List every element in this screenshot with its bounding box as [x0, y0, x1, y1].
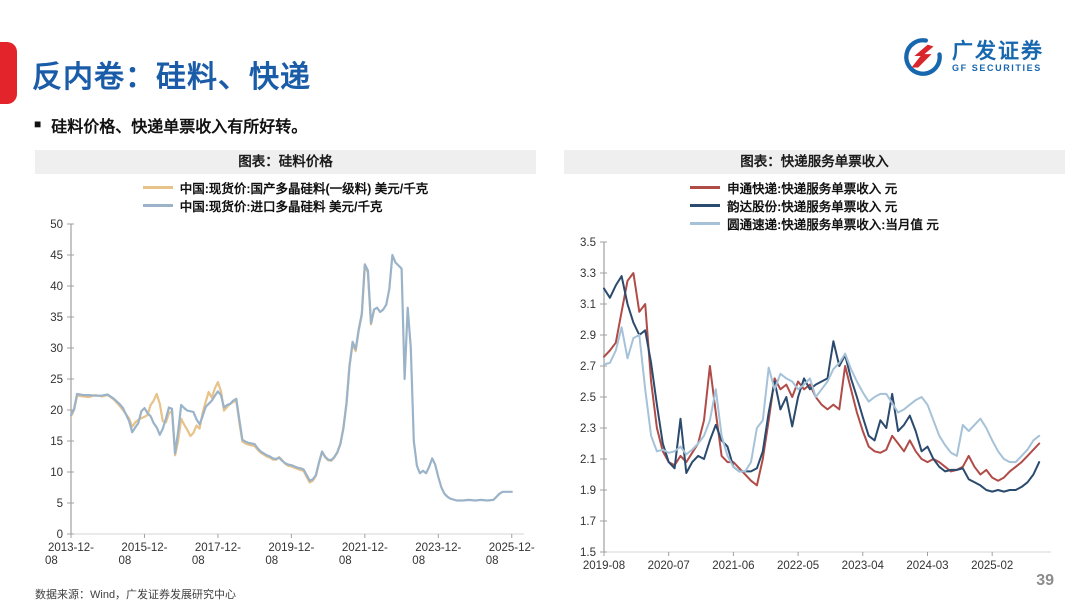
y-tick-label: 1.9 [580, 485, 596, 497]
legend-line-swatch [142, 185, 173, 189]
legend-label: 中国:现货价:国产多晶硅料(一级料) 美元/千克 [179, 181, 429, 196]
legend-item: 韵达股份:快递服务单票收入 元 [690, 196, 939, 214]
y-tick-label: 45 [50, 250, 63, 262]
data-source: 数据来源：Wind，广发证券发展研究中心 [35, 589, 237, 601]
y-tick-label: 15 [50, 436, 63, 448]
gf-securities-logo: 广发证券 GF SECURITIES [902, 36, 1044, 78]
x-tick-label: 2021-12- [342, 542, 388, 554]
legend-item: 圆通速递:快递服务单票收入:当月值 元 [690, 214, 939, 232]
chart-panel-silicon-price: 图表：硅料价格 中国:现货价:国产多晶硅料(一级料) 美元/千克 中国:现货价:进… [35, 150, 536, 586]
y-tick-label: 3.3 [580, 268, 596, 280]
y-tick-label: 2.5 [580, 392, 596, 404]
x-tick-label: 2013-12- [48, 542, 94, 554]
x-tick-label: 2015-12- [121, 542, 167, 554]
express-revenue-chart: 1.5 1.7 1.9 2.1 2.3 2.5 2.7 2.9 3.1 3.3 3.5 2019-08… [580, 237, 1051, 572]
bullet-text: 硅料价格、快递单票收入有所好转。 [51, 119, 308, 136]
x-tick-label: 2023-12- [415, 542, 461, 554]
chart-title-express-revenue: 图表：快递服务单票收入 [564, 150, 1065, 174]
x-tick-label: 08 [45, 555, 58, 567]
y-tick-label: 25 [50, 374, 63, 386]
legend-line-swatch [690, 185, 721, 189]
x-tick-label: 2020-07 [648, 560, 690, 572]
y-tick-label: 2.7 [580, 361, 596, 373]
charts-row: 图表：硅料价格 中国:现货价:国产多晶硅料(一级料) 美元/千克 中国:现货价:进… [35, 150, 1065, 586]
page-title: 反内卷：硅料、快递 [32, 61, 311, 94]
y-tick-label: 3.1 [580, 299, 596, 311]
x-tick-label: 2025-02 [971, 560, 1013, 572]
chart-title-silicon-price: 图表：硅料价格 [35, 150, 536, 174]
legend-label: 中国:现货价:进口多晶硅料 美元/千克 [179, 199, 383, 214]
x-tick-label: 08 [486, 555, 499, 567]
legend-line-swatch [690, 203, 721, 207]
y-tick-label: 2.3 [580, 423, 596, 435]
legend-item: 中国:现货价:进口多晶硅料 美元/千克 [142, 196, 429, 214]
legend-line-swatch [142, 203, 173, 207]
legend-item: 中国:现货价:国产多晶硅料(一级料) 美元/千克 [142, 178, 429, 196]
legend-label: 申通快递:快递服务单票收入 元 [727, 181, 898, 196]
x-tick-label: 2021-06 [712, 560, 754, 572]
gf-logo-text: 广发证券 GF SECURITIES [952, 39, 1044, 74]
silicon-price-chart: 051015202530354045502013-12-082015-12-08… [45, 219, 535, 567]
x-tick-label: 08 [412, 555, 425, 567]
y-tick-label: 2.1 [580, 454, 596, 466]
page-number: 39 [1036, 572, 1054, 589]
x-tick-label: 08 [192, 555, 205, 567]
series-line [603, 272, 1041, 487]
series-line [69, 253, 513, 502]
title-accent-bar [0, 42, 17, 104]
legend-item: 申通快递:快递服务单票收入 元 [690, 178, 939, 196]
x-tick-label: 08 [118, 555, 131, 567]
series-line [603, 275, 1041, 493]
y-tick-label: 20 [50, 405, 63, 417]
chart-panel-express-revenue: 图表：快递服务单票收入 申通快递:快递服务单票收入 元韵达股份:快递服务单票收入… [564, 150, 1065, 586]
y-tick-label: 30 [50, 343, 63, 355]
y-tick-label: 50 [50, 219, 63, 231]
legend-label: 圆通速递:快递服务单票收入:当月值 元 [727, 217, 939, 232]
logo-english-name: GF SECURITIES [952, 63, 1042, 74]
gf-logo-icon [904, 38, 942, 76]
bullet-square-icon: ■ [34, 117, 42, 131]
x-tick-label: 2022-05 [777, 560, 819, 572]
x-tick-label: 2025-12- [489, 542, 535, 554]
chart-legend-express-revenue: 申通快递:快递服务单票收入 元韵达股份:快递服务单票收入 元圆通速递:快递服务单… [690, 178, 939, 232]
x-tick-label: 08 [339, 555, 352, 567]
y-tick-label: 0 [57, 529, 63, 541]
y-tick-label: 35 [50, 312, 63, 324]
y-tick-label: 2.9 [580, 330, 596, 342]
x-tick-label: 2019-08 [583, 560, 625, 572]
x-tick-label: 08 [265, 555, 278, 567]
series-line [69, 265, 376, 484]
x-tick-label: 2024-03 [906, 560, 948, 572]
x-tick-label: 2017-12- [195, 542, 241, 554]
chart-legend-silicon-price: 中国:现货价:国产多晶硅料(一级料) 美元/千克 中国:现货价:进口多晶硅料 美元… [142, 178, 429, 214]
y-tick-label: 3.5 [580, 237, 596, 249]
y-tick-label: 1.7 [580, 516, 596, 528]
x-tick-label: 2023-04 [842, 560, 885, 572]
y-tick-label: 5 [57, 498, 63, 510]
legend-label: 韵达股份:快递服务单票收入 元 [727, 199, 898, 214]
y-tick-label: 10 [50, 467, 63, 479]
x-tick-label: 2019-12- [268, 542, 314, 554]
series-line [603, 326, 1041, 473]
legend-line-swatch [690, 221, 721, 225]
y-tick-label: 40 [50, 281, 63, 293]
logo-chinese-name: 广发证券 [952, 39, 1044, 63]
y-tick-label: 1.5 [580, 547, 596, 559]
bullet-point: ■ 硅料价格、快递单票收入有所好转。 [34, 113, 307, 137]
